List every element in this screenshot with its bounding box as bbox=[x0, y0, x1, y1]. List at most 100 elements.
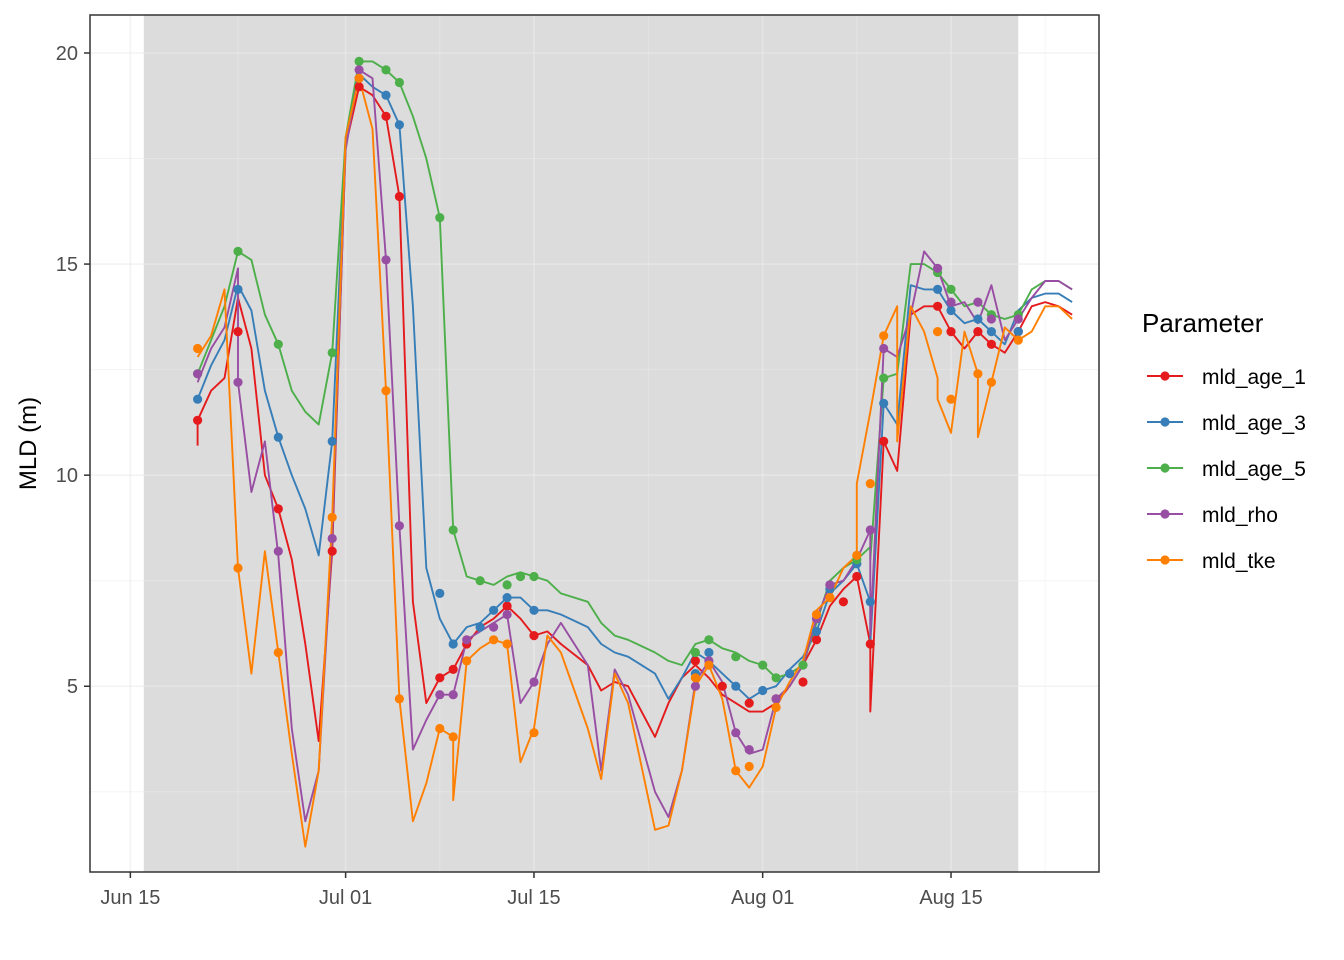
data-point bbox=[273, 432, 283, 442]
plot-panel bbox=[90, 15, 1099, 872]
data-point bbox=[933, 284, 943, 294]
data-point bbox=[946, 305, 956, 316]
data-point bbox=[973, 369, 983, 379]
series-layer bbox=[193, 56, 1073, 848]
legend-label: mld_tke bbox=[1202, 550, 1276, 573]
data-point bbox=[946, 284, 956, 294]
data-point bbox=[852, 550, 862, 561]
data-point bbox=[973, 297, 983, 307]
data-point bbox=[233, 246, 243, 256]
legend-item-mld_tke: mld_tke bbox=[1147, 550, 1276, 573]
data-point bbox=[529, 605, 539, 615]
data-point bbox=[1013, 314, 1023, 324]
data-point bbox=[731, 766, 741, 776]
series-mld_tke bbox=[196, 77, 1073, 848]
data-point bbox=[798, 660, 808, 670]
data-point bbox=[852, 571, 862, 582]
shaded-period bbox=[143, 15, 1019, 872]
legend-item-mld_age_3: mld_age_3 bbox=[1147, 412, 1306, 435]
data-point bbox=[946, 327, 956, 337]
data-point bbox=[933, 301, 943, 311]
data-point bbox=[394, 521, 404, 531]
data-point bbox=[394, 77, 404, 88]
data-point bbox=[502, 601, 512, 611]
data-point bbox=[394, 120, 404, 130]
data-point bbox=[704, 647, 714, 658]
data-point bbox=[502, 639, 512, 649]
data-point bbox=[879, 331, 889, 341]
data-point bbox=[327, 348, 337, 358]
y-tick-label: 15 bbox=[56, 254, 78, 276]
data-point bbox=[825, 580, 835, 590]
data-point bbox=[865, 525, 875, 535]
data-point bbox=[327, 436, 337, 446]
data-point bbox=[825, 593, 835, 603]
data-point bbox=[327, 533, 337, 544]
data-point bbox=[354, 56, 364, 66]
legend-label: mld_rho bbox=[1202, 504, 1278, 527]
series-mld_age_5 bbox=[196, 60, 1073, 679]
data-point bbox=[381, 386, 391, 396]
data-point bbox=[489, 622, 499, 632]
data-point bbox=[529, 728, 539, 738]
data-point bbox=[529, 677, 539, 687]
data-point bbox=[933, 263, 943, 273]
data-point bbox=[381, 90, 391, 100]
data-point bbox=[946, 394, 956, 404]
x-tick-label: Jul 15 bbox=[507, 887, 560, 909]
legend-item-mld_rho: mld_rho bbox=[1147, 504, 1278, 527]
data-point bbox=[475, 622, 485, 632]
x-tick-label: Jul 01 bbox=[319, 887, 372, 909]
series-line bbox=[196, 60, 1073, 679]
legend-item-mld_age_5: mld_age_5 bbox=[1147, 458, 1306, 481]
data-point bbox=[448, 732, 458, 742]
data-point bbox=[771, 702, 781, 713]
data-point bbox=[435, 723, 445, 734]
legend-key-point bbox=[1160, 555, 1170, 565]
data-point bbox=[193, 415, 203, 425]
data-point bbox=[354, 65, 364, 75]
data-point bbox=[986, 314, 997, 324]
data-point bbox=[448, 690, 458, 700]
data-point bbox=[744, 698, 754, 708]
panel-border bbox=[89, 14, 1100, 873]
data-point bbox=[193, 343, 203, 354]
legend-title: Parameter bbox=[1142, 308, 1264, 338]
data-point bbox=[986, 339, 997, 349]
y-axis-title: MLD (m) bbox=[15, 397, 42, 490]
data-point bbox=[381, 65, 391, 75]
data-point bbox=[771, 694, 781, 704]
data-point bbox=[865, 597, 875, 607]
data-point bbox=[381, 111, 391, 121]
data-point bbox=[731, 652, 741, 662]
data-point bbox=[354, 73, 364, 83]
data-point bbox=[448, 664, 458, 675]
data-point bbox=[354, 82, 364, 92]
data-point bbox=[502, 580, 512, 590]
data-point bbox=[690, 647, 701, 658]
data-point bbox=[489, 635, 499, 645]
data-point bbox=[233, 377, 243, 387]
data-point bbox=[233, 327, 243, 337]
data-point bbox=[273, 647, 283, 658]
axes: 5 10 15 20 Jun 15 Jul 01 Jul 15 Aug 01 Aug 15 bbox=[56, 43, 983, 909]
x-tick-label: Aug 15 bbox=[919, 887, 982, 909]
data-point bbox=[798, 677, 808, 687]
y-tick-label: 20 bbox=[56, 43, 78, 65]
data-point bbox=[381, 255, 391, 265]
legend-key-point bbox=[1160, 417, 1170, 427]
data-point bbox=[435, 690, 445, 700]
data-point bbox=[448, 639, 458, 649]
data-point bbox=[785, 669, 795, 679]
data-point bbox=[838, 597, 849, 607]
points-mld_age_1 bbox=[193, 82, 1023, 708]
data-point bbox=[193, 394, 203, 404]
data-point bbox=[448, 525, 458, 535]
data-point bbox=[435, 673, 445, 683]
data-point bbox=[515, 571, 526, 582]
data-point bbox=[731, 728, 741, 738]
data-point bbox=[273, 546, 283, 556]
points-mld_age_5 bbox=[193, 56, 1023, 683]
legend-key-point bbox=[1160, 463, 1170, 473]
data-point bbox=[462, 656, 472, 666]
